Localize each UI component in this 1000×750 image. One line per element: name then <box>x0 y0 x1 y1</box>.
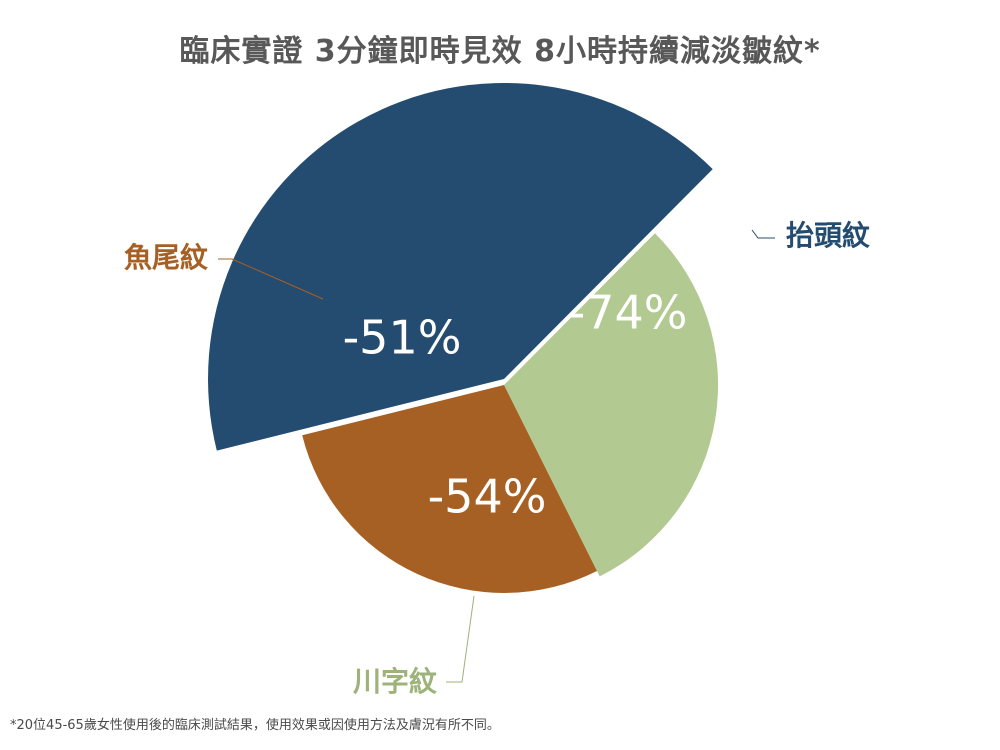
footnote: *20位45-65歲女性使用後的臨床測試結果，使用效果或因使用方法及膚況有所不同… <box>10 718 500 733</box>
value-label-forehead: -74% <box>569 286 688 340</box>
category-label-frown: 川字紋 <box>353 665 437 698</box>
pie-slice-frown <box>504 233 719 577</box>
value-label-crowsfeet: -51% <box>343 311 462 365</box>
pie-slice-forehead <box>208 83 713 451</box>
category-label-forehead: 抬頭紋 <box>786 219 870 252</box>
category-label-crowsfeet: 魚尾紋 <box>124 241 208 274</box>
leader-line-frown <box>446 595 475 683</box>
chart-title: 臨床實證 3分鐘即時見效 8小時持續減淡皺紋* <box>179 34 821 69</box>
pie-slice-crowsfeet <box>302 385 597 593</box>
leader-line-crowsfeet <box>218 258 324 300</box>
leader-line-forehead <box>751 229 775 239</box>
value-label-frown: -54% <box>428 470 547 524</box>
